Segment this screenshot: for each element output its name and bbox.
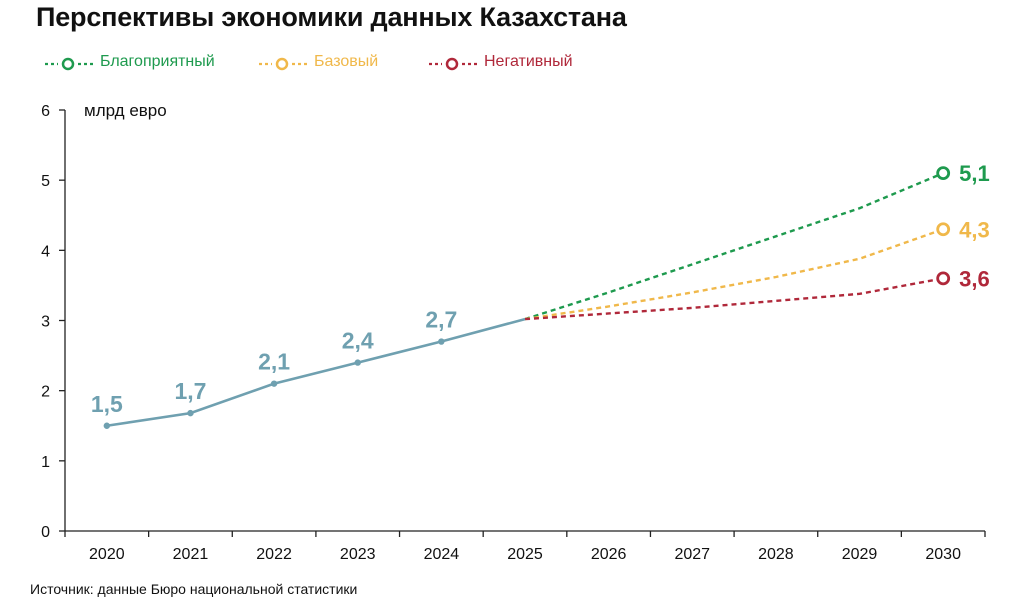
historical-point: [354, 359, 361, 366]
y-tick-label: 0: [41, 524, 50, 541]
historical-data-label: 1,5: [91, 391, 123, 417]
series-end-point: [936, 271, 951, 286]
y-tick-label: 1: [41, 454, 50, 471]
x-tick-label: 2024: [424, 546, 460, 563]
legend-label-favorable: Благоприятный: [100, 53, 215, 70]
historical-point: [103, 422, 111, 429]
series-end-label: 5,1: [959, 161, 990, 186]
x-tick-label: 2022: [256, 546, 292, 563]
x-tick-label: 2023: [340, 546, 376, 563]
series-end-point: [936, 222, 951, 237]
x-tick-label: 2025: [507, 546, 543, 563]
series-line-favorable: [524, 172, 944, 321]
legend-marker-base-icon: [259, 57, 308, 71]
legend-label-negative: Негативный: [484, 53, 573, 70]
y-tick-label: 3: [41, 314, 50, 331]
series-end-label: 3,6: [959, 266, 990, 291]
series-line-negative: [524, 277, 944, 321]
series-end-point: [936, 166, 951, 181]
x-tick-label: 2029: [842, 546, 878, 563]
y-tick-label: 4: [41, 243, 50, 260]
y-tick-label: 6: [41, 103, 50, 120]
x-tick-label: 2030: [925, 546, 961, 563]
historical-data-label: 2,4: [342, 328, 374, 354]
x-tick-label: 2026: [591, 546, 627, 563]
historical-data-label: 2,7: [425, 307, 457, 333]
x-tick-label: 2028: [758, 546, 794, 563]
historical-line: [106, 317, 526, 428]
legend-label-base: Базовый: [314, 53, 379, 70]
y-tick-label: 2: [41, 384, 50, 401]
historical-data-label: 2,1: [258, 349, 290, 375]
y-axis-unit-label: млрд евро: [84, 101, 167, 120]
historical-data-label: 1,7: [174, 378, 206, 404]
series-line-base: [524, 228, 944, 321]
legend-marker-negative-icon: [429, 57, 478, 71]
historical-point: [187, 409, 194, 417]
historical-point: [438, 338, 445, 345]
legend-marker-favorable-icon: [45, 57, 94, 71]
historical-point: [270, 380, 278, 387]
chart-title: Перспективы экономики данных Казахстана: [36, 2, 627, 32]
x-tick-label: 2021: [173, 546, 209, 563]
x-tick-label: 2020: [89, 546, 125, 563]
series-end-label: 4,3: [959, 217, 990, 242]
source-note: Источник: данные Бюро национальной стати…: [30, 581, 358, 597]
y-tick-label: 5: [41, 173, 50, 190]
x-tick-label: 2027: [674, 546, 710, 563]
